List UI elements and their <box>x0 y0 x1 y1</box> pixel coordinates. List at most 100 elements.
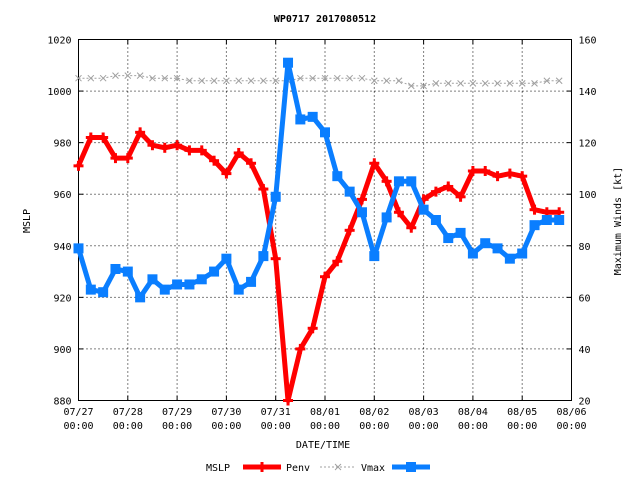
mslp-point <box>320 271 330 282</box>
penv-point <box>260 77 267 85</box>
penv-point <box>444 79 452 87</box>
penv-point-b <box>99 74 107 82</box>
mslp-point <box>172 140 183 151</box>
series-penv <box>75 72 563 90</box>
penv-point <box>309 74 317 82</box>
penv-point-b <box>531 79 538 87</box>
penv-point <box>555 77 563 85</box>
series-mslp <box>73 127 565 406</box>
penv-point-b <box>321 74 329 82</box>
vmax-point <box>98 287 109 298</box>
vmax-point <box>554 215 565 225</box>
vmax-point <box>517 248 528 259</box>
mslp-point <box>209 155 220 166</box>
penv-point-b <box>395 77 403 85</box>
mslp-point <box>270 253 281 264</box>
penv-point-b <box>210 77 218 85</box>
penv-point <box>198 77 206 85</box>
penv-point <box>247 77 255 85</box>
penv-point-b <box>247 77 255 85</box>
y-tick-label-right: 140 <box>579 87 597 98</box>
mslp-point <box>283 395 294 406</box>
legend-swatch-mslp-marker <box>257 462 267 472</box>
x-tick-label-date: 08/01 <box>310 407 340 418</box>
penv-point-b <box>87 74 95 82</box>
mslp-point <box>184 145 195 156</box>
penv-point-b <box>506 79 514 87</box>
vmax-point <box>529 220 540 231</box>
penv-point <box>506 79 514 87</box>
penv-point-b <box>112 72 119 79</box>
mslp-point <box>221 168 232 179</box>
penv-point-b <box>235 77 243 85</box>
penv-point <box>395 77 403 85</box>
x-tick-label-time: 00:00 <box>261 421 291 432</box>
mslp-point <box>85 132 96 143</box>
y-tick-label-left: 900 <box>53 345 71 356</box>
penv-point <box>112 72 119 79</box>
grid-layer <box>78 39 572 401</box>
mslp-point <box>430 186 441 197</box>
penv-point-b <box>149 74 156 82</box>
x-tick-label-date: 08/02 <box>359 407 389 418</box>
mslp-point <box>135 127 146 138</box>
mslp-line <box>76 129 560 403</box>
legend-label-vmax: Vmax <box>361 463 385 474</box>
mslp-point <box>529 204 540 215</box>
vmax-point <box>258 251 269 262</box>
penv-point <box>432 79 440 87</box>
penv-point <box>457 79 464 87</box>
chart-title: WP0717 2017080512 <box>274 14 376 25</box>
vmax-point <box>122 266 133 277</box>
mslp-point <box>467 166 478 177</box>
mslp-point <box>258 184 269 195</box>
penv-point-b <box>260 77 267 85</box>
vmax-point <box>135 292 146 303</box>
penv-point-b <box>223 77 230 85</box>
y-axis-label-left: MSLP <box>22 209 33 233</box>
legend-label-penv: Penv <box>286 463 310 474</box>
penv-point-b <box>161 74 169 82</box>
y-tick-label-left: 980 <box>53 139 71 150</box>
series-vmax <box>73 57 565 303</box>
penv-point-b <box>198 77 206 85</box>
penv-point <box>136 72 144 79</box>
y-tick-label-right: 40 <box>579 345 591 356</box>
mslp-point <box>122 153 133 164</box>
mslp-point <box>344 225 355 236</box>
penv-point <box>333 74 341 82</box>
penv-point <box>407 82 415 90</box>
vmax-point <box>147 274 158 285</box>
x-tick-label-time: 00:00 <box>409 421 439 432</box>
x-tick-label-date: 07/30 <box>211 407 241 418</box>
penv-point <box>518 79 526 87</box>
vmax-point <box>381 212 392 223</box>
penv-point-b <box>186 77 193 85</box>
penv-point-b <box>136 72 144 79</box>
mslp-point <box>455 191 466 202</box>
penv-point-b <box>555 77 563 85</box>
mslp-point <box>332 256 343 267</box>
vmax-point <box>110 263 121 274</box>
vmax-point <box>221 253 232 264</box>
penv-point <box>75 74 82 82</box>
vmax-point <box>455 227 466 238</box>
penv-point <box>272 77 280 85</box>
vmax-point <box>467 248 478 259</box>
x-tick-label-time: 00:00 <box>211 421 241 432</box>
y-tick-label-right: 100 <box>579 190 597 201</box>
penv-point <box>370 77 378 85</box>
vmax-point <box>369 251 380 262</box>
mslp-point <box>295 343 306 354</box>
legend-swatch-vmax-marker <box>406 462 416 472</box>
penv-point-b <box>543 77 551 85</box>
axis-layer: 07/27 00:00 07/28 00:00 07/29 00:00 07/30 00:00… <box>47 36 596 433</box>
penv-point-b <box>444 79 452 87</box>
mslp-point <box>147 140 158 151</box>
penv-point <box>383 77 390 85</box>
penv-point <box>469 79 477 87</box>
penv-point <box>210 77 218 85</box>
vmax-point <box>406 176 417 187</box>
penv-point <box>346 74 354 82</box>
